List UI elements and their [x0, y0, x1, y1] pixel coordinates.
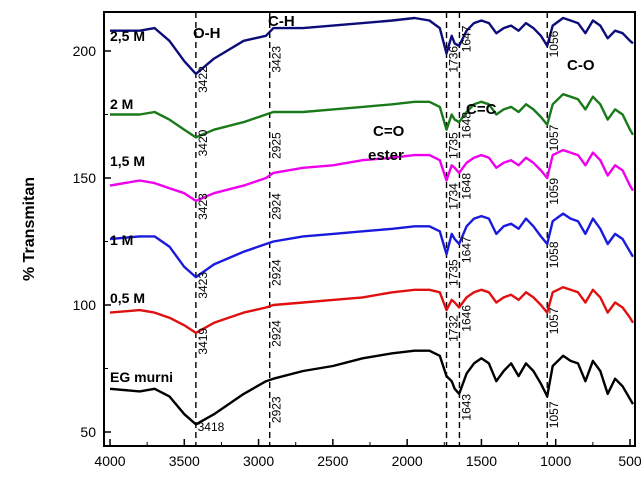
series-label: 2,5 M — [110, 28, 145, 44]
peak-label: 3423 — [196, 193, 210, 220]
group-label: ester — [368, 147, 404, 164]
peak-label: 1735 — [447, 132, 461, 159]
x-tick-label: 3000 — [243, 453, 274, 469]
series-label: 0,5 M — [110, 290, 145, 306]
y-tick-label: 100 — [73, 297, 97, 313]
series-label: 2 M — [110, 96, 133, 112]
series-label: EG murni — [110, 369, 173, 385]
series-lines — [109, 16, 635, 426]
series-line — [110, 93, 635, 139]
x-tick-label: 4000 — [94, 453, 125, 469]
peak-label: 1648 — [459, 112, 473, 139]
series-labels: 2,5 M 2 M 1,5 M 1 M 0,5 M EG murni — [110, 28, 173, 385]
peak-label: 2924 — [270, 320, 284, 347]
peak-label: 1647 — [459, 236, 473, 263]
group-label: C-H — [268, 13, 295, 30]
y-axis-title: % Transmitan — [21, 177, 38, 281]
peak-label: 1057 — [547, 307, 561, 334]
peak-label: 2924 — [270, 259, 284, 286]
peak-label: 2924 — [270, 193, 284, 220]
peak-label: 1058 — [547, 241, 561, 268]
group-label: C=C — [466, 101, 497, 118]
series-line — [109, 212, 635, 279]
peak-label: 1057 — [547, 124, 561, 151]
x-tick-label: 1000 — [540, 453, 571, 469]
peak-label: 1647 — [459, 25, 473, 52]
peak-label: 3423 — [270, 46, 284, 73]
group-labels: O-H C-H C=O ester C=C C-O — [193, 13, 595, 164]
peak-label: 2925 — [270, 132, 284, 159]
series-line — [109, 148, 635, 203]
peak-label: 1648 — [459, 173, 473, 200]
peak-label: 1059 — [547, 178, 561, 205]
series-line — [109, 349, 635, 426]
peak-label: 3420 — [196, 129, 210, 156]
x-tick-label: 2000 — [392, 453, 423, 469]
y-tick-label: 150 — [73, 170, 97, 186]
series-label: 1,5 M — [110, 153, 145, 169]
peak-label: 1057 — [547, 401, 561, 428]
peak-label: 3422 — [196, 66, 210, 93]
peak-label: 1643 — [459, 394, 473, 421]
peak-label: 3423 — [196, 272, 210, 299]
y-tick-label: 200 — [73, 43, 97, 59]
peak-label: 1732 — [447, 315, 461, 342]
plot-frame — [103, 11, 636, 447]
series-label: 1 M — [110, 232, 133, 248]
peak-label: 1056 — [547, 30, 561, 57]
y-tick-label: 50 — [80, 424, 96, 440]
x-tick-label: 1500 — [466, 453, 497, 469]
peak-label: 2923 — [270, 396, 284, 423]
x-tick-label: 2500 — [317, 453, 348, 469]
group-label: C=O — [373, 123, 405, 140]
peak-label: 1736 — [447, 46, 461, 73]
x-tick-label: 500 — [618, 453, 642, 469]
peak-label: 1734 — [447, 183, 461, 210]
group-label: C-O — [567, 57, 595, 74]
x-tick-label: 3500 — [169, 453, 200, 469]
series-line — [110, 16, 634, 76]
series-line — [109, 286, 635, 335]
axis-ticks: 4000 3500 3000 2500 2000 1500 1000 500 50 100 150 2… — [73, 43, 642, 469]
group-label: O-H — [193, 25, 221, 42]
peak-label: 3419 — [196, 328, 210, 355]
peak-label: 3418 — [198, 420, 225, 434]
peak-label: 1735 — [447, 259, 461, 286]
peak-label: 1646 — [459, 305, 473, 332]
